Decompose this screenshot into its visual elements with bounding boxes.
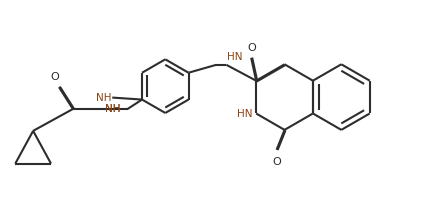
Text: NH: NH	[105, 104, 120, 114]
Text: NH: NH	[105, 104, 120, 114]
Text: NH: NH	[96, 93, 111, 102]
Text: O: O	[272, 157, 281, 167]
Text: O: O	[248, 43, 257, 53]
Text: HN: HN	[227, 52, 243, 62]
Text: O: O	[51, 72, 60, 82]
Text: HN: HN	[237, 110, 252, 120]
